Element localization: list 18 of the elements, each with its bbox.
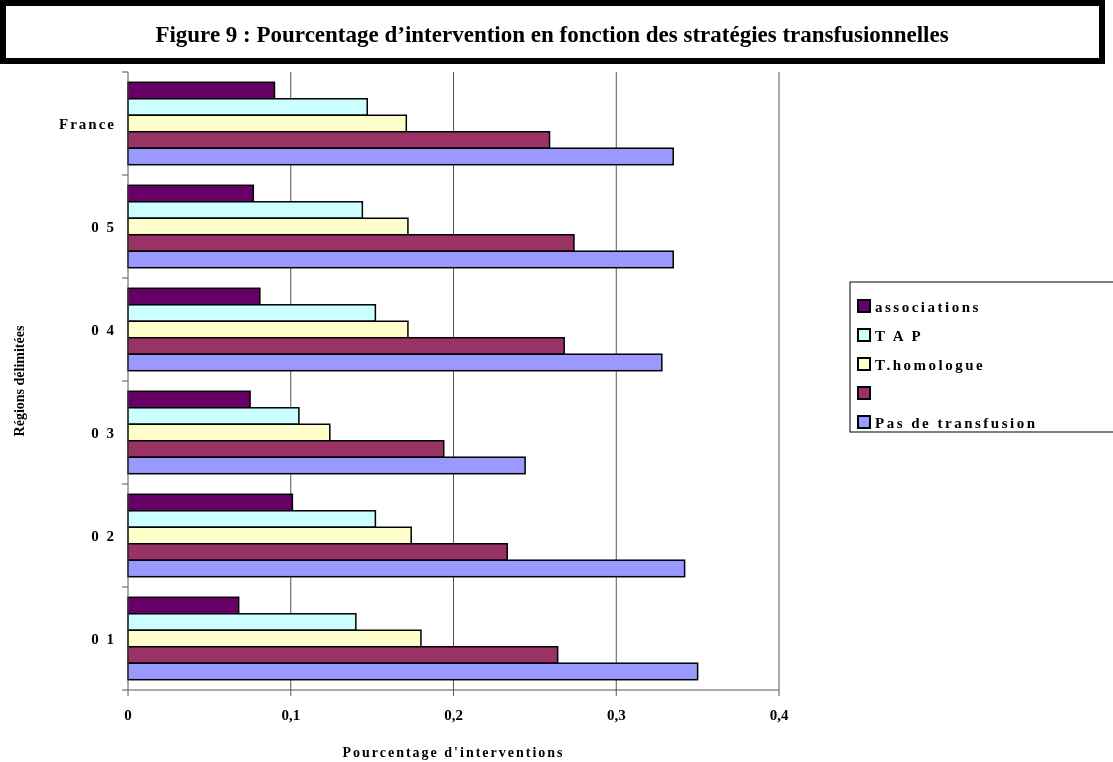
y-tick-label: 0 2	[91, 527, 116, 544]
legend-label: Pas de transfusion	[875, 415, 1038, 431]
y-tick-label: 0 4	[91, 321, 116, 338]
x-tick-label: 0,3	[606, 707, 626, 723]
y-tick-label: 0 1	[91, 630, 116, 647]
x-tick-label: 0,2	[444, 707, 463, 723]
chart-title: Figure 9 : Pourcentage d’intervention en fonction des stratégies transfusionnelles	[155, 22, 949, 47]
legend-label: T.homologue	[875, 357, 986, 373]
y-tick-label: 0 3	[91, 424, 116, 441]
y-axis-title: Régions délimitées	[12, 325, 27, 437]
x-tick-label: 0,4	[769, 707, 789, 723]
legend-label: T A P	[875, 328, 924, 344]
legend-label: associations	[875, 299, 981, 315]
x-tick-label: 0,1	[281, 707, 301, 723]
x-axis-title: Pourcentage d'interventions	[342, 745, 565, 760]
y-tick-label: France	[59, 115, 116, 132]
y-tick-label: 0 5	[91, 218, 116, 235]
x-tick-label: 0	[124, 707, 132, 723]
